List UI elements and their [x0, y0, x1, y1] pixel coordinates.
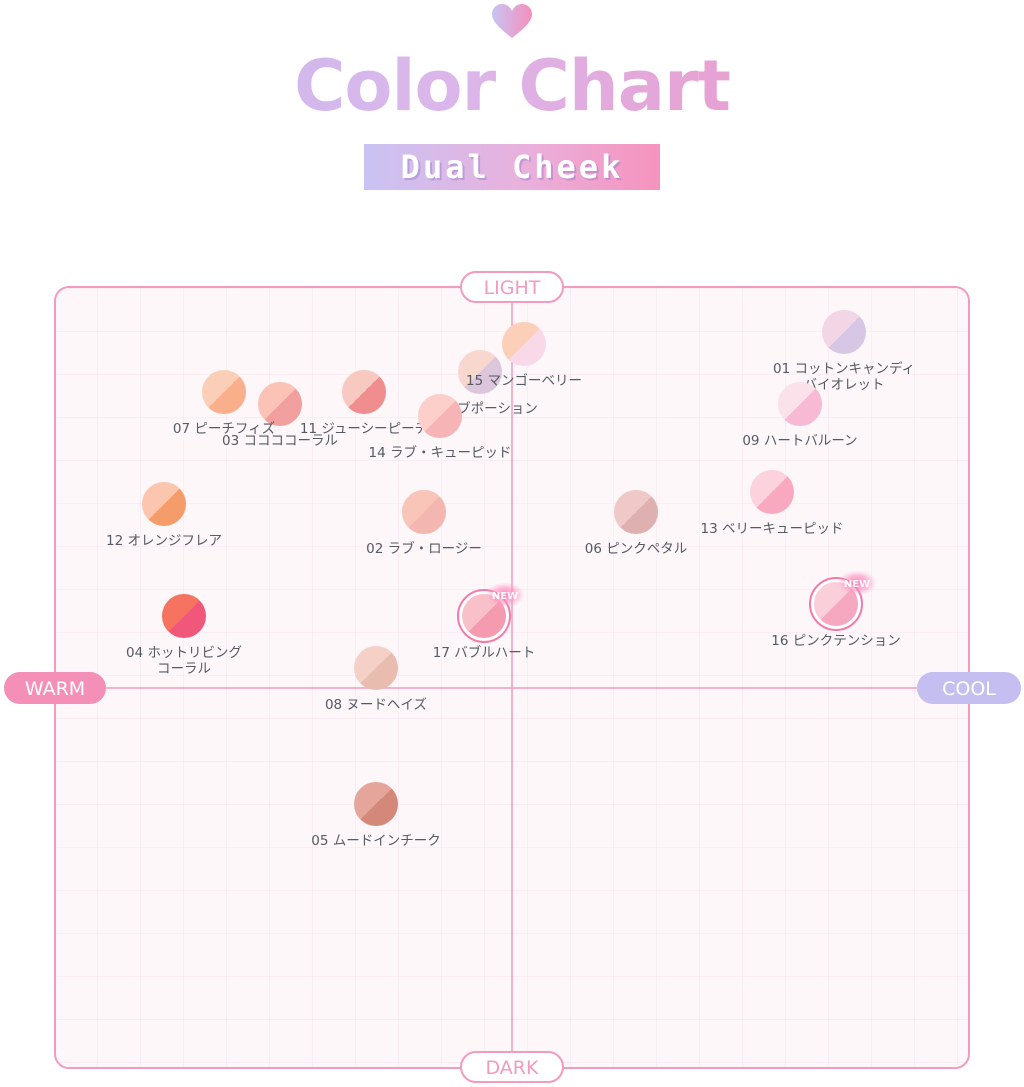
subtitle: Dual Cheek [400, 148, 624, 186]
shade-point: 04 ホットリビングコーラル [126, 594, 242, 677]
shade-swatch [614, 490, 658, 534]
axis-label-dark: DARK [460, 1051, 564, 1083]
shade-point: 13 ベリーキューピッド [701, 470, 844, 537]
shade-swatch [342, 370, 386, 414]
shade-swatch [142, 482, 186, 526]
shade-points: 01 コットンキャンディバイオレット 02 ラブ・ロージー 03 ココココーラル 04… [106, 310, 915, 849]
subtitle-banner: Dual Cheek [364, 144, 660, 190]
new-badge: NEW [492, 591, 518, 602]
axis-label-cool-text: COOL [942, 678, 996, 700]
shade-label: 02 ラブ・ロージー [366, 540, 482, 557]
new-badge: NEW [844, 579, 870, 590]
shade-label: 04 ホットリビングコーラル [126, 645, 242, 677]
axis-label-cool: COOL [917, 672, 1021, 704]
shade-point: NEW 17 バブルハート [433, 582, 535, 661]
shade-point: 12 オレンジフレア [106, 482, 222, 549]
shade-point: 11 ジューシーピーチ [300, 370, 428, 437]
shade-swatch [458, 350, 502, 394]
shade-label: 13 ベリーキューピッド [701, 521, 844, 537]
shade-label: 01 コットンキャンディバイオレット [773, 360, 915, 393]
shade-point: 02 ラブ・ロージー [366, 490, 482, 557]
shade-swatch [822, 310, 866, 354]
shade-swatch [354, 646, 398, 690]
shade-label: 09 ハートバルーン [742, 433, 857, 449]
axis-label-dark-text: DARK [486, 1057, 539, 1079]
shade-swatch [778, 382, 822, 426]
shade-swatch [162, 594, 206, 638]
shade-label: 16 ピンクテンション [771, 633, 900, 649]
axis-label-warm: WARM [4, 672, 106, 704]
shade-swatch [258, 382, 302, 426]
shade-label: 14 ラブ・キューピッド [369, 444, 512, 461]
shade-point: 09 ハートバルーン [742, 382, 858, 449]
heart-icon [492, 4, 532, 38]
shade-swatch [202, 370, 246, 414]
shade-label: 07 ピーチフィズ [173, 421, 275, 437]
shade-point: 15 マンゴーベリー [466, 322, 582, 389]
shade-label: 15 マンゴーベリー [466, 372, 582, 389]
shade-label: 12 オレンジフレア [106, 533, 222, 549]
shade-point: 07 ピーチフィズ [173, 370, 275, 437]
shade-point: 08 ヌードヘイズ [325, 646, 427, 713]
shade-swatch [418, 394, 462, 438]
shade-label: 05 ムードインチーク [311, 833, 440, 849]
shade-label: 03 ココココーラル [222, 433, 338, 449]
shade-label: 08 ヌードヘイズ [325, 697, 427, 713]
axis-label-light-text: LIGHT [484, 277, 541, 299]
shade-point: 01 コットンキャンディバイオレット [773, 310, 915, 393]
shade-point: 05 ムードインチーク [311, 782, 441, 849]
axis-label-light: LIGHT [460, 271, 564, 303]
shade-label: 06 ピンクペタル [585, 541, 687, 557]
shade-label: 11 ジューシーピーチ [300, 421, 428, 437]
shade-swatch [354, 782, 398, 826]
shade-swatch [750, 470, 794, 514]
shade-point: 14 ラブ・キューピッド [369, 394, 512, 461]
axis-label-warm-text: WARM [25, 678, 85, 700]
shade-point: 06 ピンクペタル [585, 490, 687, 557]
shade-label: 17 バブルハート [433, 644, 535, 661]
new-badge-glow [837, 570, 877, 596]
new-badge-glow [485, 582, 525, 608]
shade-point: NEW 16 ピンクテンション [771, 570, 901, 649]
shade-point: 03 ココココーラル [222, 382, 338, 449]
shade-swatch [402, 490, 446, 534]
shade-swatch [502, 322, 546, 366]
page-title: Color Chart [0, 40, 1024, 132]
